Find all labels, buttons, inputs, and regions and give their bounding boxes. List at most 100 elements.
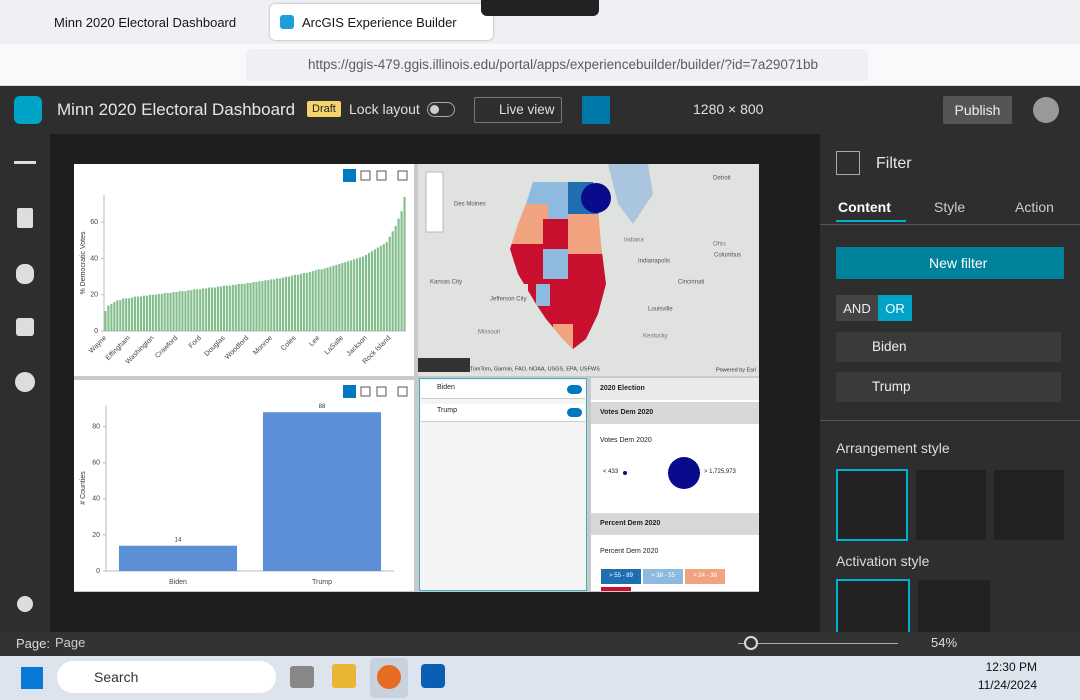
filter-row[interactable]: Biden	[836, 332, 1061, 362]
bar	[255, 282, 258, 331]
bar	[211, 287, 214, 331]
y-tick-label: 40	[90, 255, 98, 262]
filter-row[interactable]: Trump	[836, 372, 1061, 402]
bar	[139, 296, 143, 331]
bar	[391, 231, 394, 331]
tab-active[interactable]: ArcGIS Experience Builder	[270, 4, 493, 40]
bar	[228, 285, 231, 331]
clock-date: 11/24/2024	[977, 678, 1037, 692]
bar	[240, 283, 243, 331]
toggle-knob	[430, 105, 439, 114]
filter-toggle[interactable]	[567, 385, 582, 394]
panel-tab-active[interactable]: Content	[838, 199, 891, 215]
x-tick-label: LaSalle	[324, 335, 346, 357]
x-tick-label: Wayne	[88, 335, 108, 355]
bar	[287, 276, 291, 331]
resolution[interactable]: 1280 × 800	[693, 101, 764, 117]
activation-option[interactable]	[918, 580, 990, 632]
app-title: Minn 2020 Electoral Dashboard	[57, 100, 296, 119]
zoom-controls[interactable]	[425, 171, 444, 233]
add-icon[interactable]	[14, 161, 36, 164]
bar	[175, 292, 178, 331]
chart-tool[interactable]	[397, 386, 408, 397]
lock-layout-label: Lock layout	[349, 101, 420, 117]
legend-class: > 24 - 38	[685, 569, 725, 584]
map-tools[interactable]	[418, 358, 470, 372]
bar	[190, 290, 193, 331]
app-logo	[14, 96, 42, 124]
theme-icon[interactable]	[15, 372, 35, 392]
or-button[interactable]: OR	[878, 295, 912, 321]
bar	[181, 291, 184, 331]
bar	[199, 289, 202, 331]
activation-option[interactable]	[836, 579, 910, 632]
zoom-knob[interactable]	[744, 636, 758, 650]
bar	[178, 291, 181, 331]
legend-section-header: Percent Dem 2020	[591, 513, 759, 535]
x-tick-label: Woodford	[224, 335, 250, 361]
y-tick-label: 20	[92, 532, 100, 539]
desktop-button[interactable]	[582, 96, 610, 124]
new-filter-button[interactable]: New filter	[836, 247, 1064, 279]
app-icon[interactable]	[421, 664, 445, 688]
settings-icon[interactable]	[16, 318, 34, 336]
live-view-button[interactable]: Live view	[474, 97, 562, 123]
search-box[interactable]: Search	[57, 661, 276, 693]
start-button[interactable]	[21, 667, 43, 689]
bar	[246, 282, 249, 331]
filter-icon	[836, 151, 860, 175]
page-icon[interactable]	[17, 208, 33, 228]
legend-section-title: Votes Dem 2020	[600, 437, 652, 444]
bar	[134, 296, 137, 331]
bar	[320, 269, 323, 331]
bar	[264, 280, 267, 331]
and-button[interactable]: AND	[836, 295, 878, 321]
tab[interactable]: Minn 2020 Electoral Dashboard	[54, 15, 237, 30]
chart-tool[interactable]	[343, 169, 356, 182]
bar	[299, 273, 302, 331]
bar	[261, 281, 264, 331]
filter-item[interactable]: Biden	[421, 381, 585, 399]
data-icon[interactable]	[16, 264, 34, 284]
bar	[160, 293, 163, 331]
avatar[interactable]	[1033, 97, 1059, 123]
favicon	[280, 15, 294, 29]
firefox[interactable]	[370, 658, 408, 698]
bar	[208, 287, 211, 331]
chart-tool[interactable]	[360, 170, 371, 181]
panel-tab[interactable]: Style	[934, 199, 966, 215]
help-icon[interactable]	[17, 596, 33, 612]
map-label: Ohio	[713, 242, 726, 248]
arrangement-option[interactable]	[994, 470, 1064, 540]
tab-underline	[836, 220, 906, 222]
data-label: 14	[175, 537, 182, 543]
zoom-level[interactable]: 54%	[931, 635, 958, 650]
bar	[243, 283, 246, 331]
publish-button[interactable]: Publish	[943, 96, 1012, 124]
arrangement-option[interactable]	[836, 469, 908, 541]
bar	[379, 245, 382, 331]
y-axis-title: % Democratic Votes	[80, 231, 87, 295]
bar	[311, 271, 314, 331]
url-field[interactable]: https://ggis-479.ggis.illinois.edu/porta…	[246, 49, 868, 81]
page-select[interactable]: Page	[55, 635, 86, 650]
chart-tool[interactable]	[397, 170, 408, 181]
bar	[104, 311, 107, 331]
filter-toggle[interactable]	[567, 408, 582, 417]
zoom-slider[interactable]	[738, 643, 898, 644]
bar	[376, 247, 379, 331]
chart-tool[interactable]	[376, 386, 387, 397]
arrangement-option[interactable]	[916, 470, 986, 540]
bar	[131, 297, 134, 331]
panel-tab[interactable]: Action	[1015, 199, 1054, 215]
bar	[370, 251, 374, 331]
chart-tool[interactable]	[360, 386, 371, 397]
x-tick-label: Ford	[188, 335, 203, 350]
bar	[202, 288, 205, 331]
task-view[interactable]	[290, 666, 314, 688]
chart-tool[interactable]	[343, 385, 356, 398]
chart-tool[interactable]	[376, 170, 387, 181]
explorer[interactable]	[332, 664, 356, 688]
lock-toggle[interactable]	[427, 102, 455, 117]
filter-item[interactable]: Trump	[421, 404, 585, 422]
